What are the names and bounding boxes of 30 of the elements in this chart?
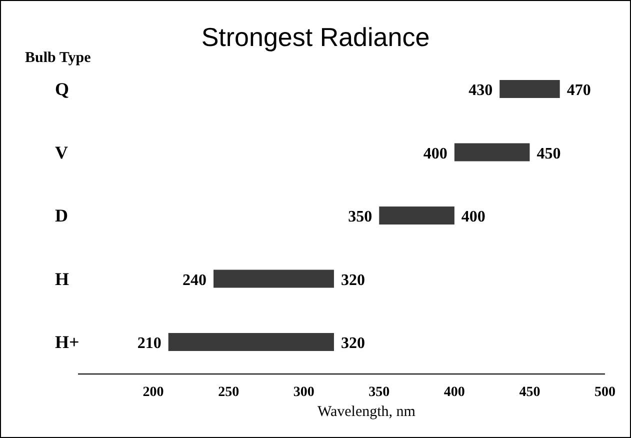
annotation: 400 <box>461 208 486 226</box>
y-tick-label: H <box>55 268 70 289</box>
chart-title: Strongest Radiance <box>201 22 430 52</box>
y-tick-label: V <box>55 142 68 162</box>
bar <box>379 206 454 224</box>
x-tick-label: 400 <box>444 385 465 400</box>
bar <box>454 143 530 162</box>
y-tick-label: Q <box>55 79 70 99</box>
y-tick-label: H+ <box>55 332 80 352</box>
annotation: 430 <box>468 82 493 99</box>
annotation: 210 <box>137 335 162 352</box>
annotation: 320 <box>340 272 365 289</box>
x-tick-label: 200 <box>142 385 164 400</box>
bar <box>214 270 334 288</box>
annotation: 400 <box>423 145 448 162</box>
annotation: 470 <box>566 82 591 99</box>
x-tick-label: 500 <box>594 385 616 400</box>
annotation: 240 <box>182 272 207 289</box>
y-axis-title: Bulb Type <box>25 50 92 66</box>
y-tick-label: D <box>55 206 68 226</box>
annotation: 450 <box>536 145 561 162</box>
annotation: 350 <box>348 208 372 226</box>
x-tick-label: 450 <box>519 385 540 400</box>
annotation: 320 <box>340 335 365 352</box>
x-axis-title: Wavelength, nm <box>318 404 416 420</box>
x-tick-label: 300 <box>293 385 314 400</box>
bar <box>500 80 560 98</box>
x-tick-label: 250 <box>218 385 240 400</box>
bar <box>168 333 334 351</box>
x-tick-label: 350 <box>368 385 390 400</box>
